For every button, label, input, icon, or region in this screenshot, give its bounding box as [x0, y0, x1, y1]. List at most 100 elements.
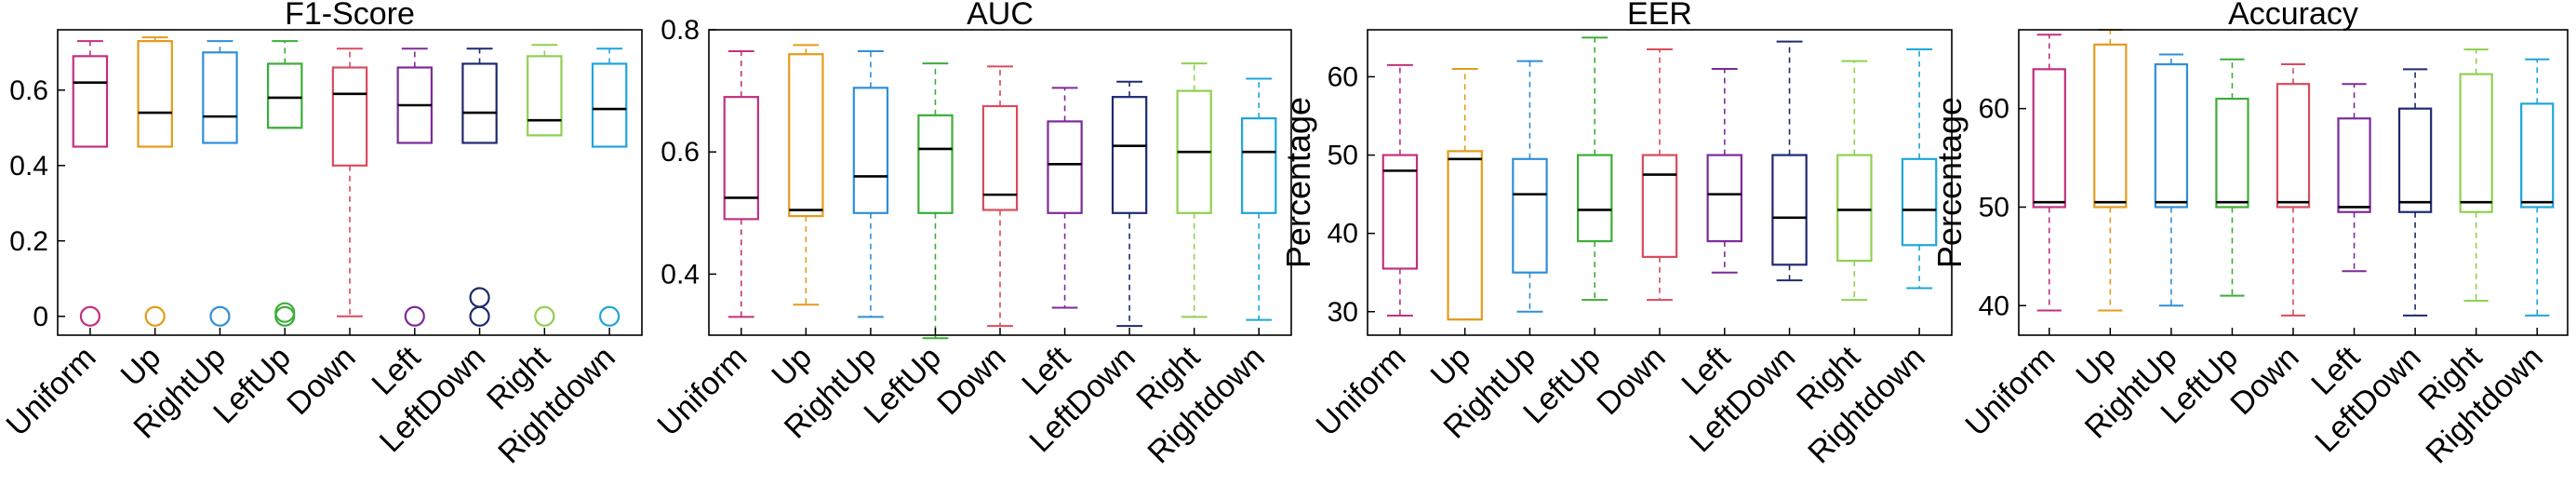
y-tick-label: 0.8 [661, 15, 700, 46]
iqr-box [1512, 157, 1548, 274]
iqr-box [1706, 154, 1743, 243]
y-tick-label: 0.4 [9, 151, 48, 182]
x-tick-label: Down [1590, 340, 1672, 422]
iqr-box [2520, 102, 2555, 209]
iqr-box [2397, 107, 2433, 213]
iqr-box [2032, 68, 2066, 209]
box-up [2093, 29, 2128, 312]
box-right [527, 44, 563, 327]
box-rightdown [1241, 77, 1277, 321]
outlier-point [469, 305, 490, 327]
iqr-box [1047, 120, 1083, 214]
y-tick-label: 50 [1979, 192, 2009, 223]
chart-title: EER [1627, 0, 1692, 32]
y-tick-label: 30 [1328, 297, 1358, 328]
iqr-box [981, 104, 1019, 211]
box-rightdown [1901, 48, 1938, 290]
x-tick-label: Down [930, 340, 1012, 422]
box-rightup [2154, 53, 2189, 307]
outlier-point [209, 305, 231, 327]
iqr-box [917, 114, 954, 214]
iqr-box [852, 87, 889, 214]
box-leftdown [1111, 80, 1148, 328]
box-leftup [1576, 36, 1613, 302]
box-down [2276, 63, 2311, 317]
y-tick-label: 50 [1328, 141, 1358, 171]
box-leftup [917, 62, 954, 340]
iqr-box [2337, 117, 2371, 213]
box-uniform [723, 49, 759, 318]
outlier-point [404, 305, 425, 327]
box-left [1706, 68, 1743, 274]
box-rightup [202, 40, 238, 327]
iqr-box [461, 62, 498, 144]
y-tick-label: 60 [1979, 94, 2009, 125]
outlier-point [534, 305, 555, 327]
iqr-box [1576, 154, 1613, 243]
x-tick-label: Uniform [1310, 340, 1413, 443]
chart-title: AUC [967, 0, 1034, 32]
box-leftdown [461, 47, 498, 327]
iqr-box [723, 96, 759, 221]
axes-frame [708, 29, 1292, 336]
x-tick-label: Down [2223, 340, 2305, 422]
y-tick-label: 40 [1328, 219, 1358, 250]
box-leftdown [1771, 40, 1808, 282]
box-up [1447, 68, 1483, 321]
iqr-box [1111, 96, 1148, 214]
box-down [1641, 48, 1678, 302]
y-tick-label: 40 [1979, 290, 2009, 321]
iqr-box [1641, 154, 1678, 258]
box-leftup [266, 40, 303, 327]
iqr-box [2215, 97, 2249, 209]
box-uniform [72, 40, 109, 327]
x-tick-label: Uniform [650, 340, 754, 443]
box-left [1047, 87, 1083, 309]
y-tick-label: 0.4 [661, 259, 700, 290]
iqr-box [2276, 83, 2311, 209]
x-tick-label: Down [280, 340, 362, 422]
box-rightup [852, 49, 889, 318]
outlier-point [599, 305, 621, 327]
y-tick-label: 60 [1328, 61, 1358, 92]
box-uniform [1381, 63, 1419, 317]
iqr-box [1381, 154, 1419, 270]
box-leftdown [2397, 68, 2433, 317]
outlier-point [79, 305, 100, 327]
box-down [981, 65, 1019, 328]
iqr-box [2459, 73, 2493, 213]
iqr-box [2093, 43, 2128, 209]
box-rightdown [591, 47, 628, 327]
y-axis-label: Percentage [1930, 97, 1969, 268]
y-tick-label: 0.6 [661, 137, 700, 168]
x-tick-label: Up [765, 340, 819, 394]
iqr-box [591, 62, 628, 148]
box-right [1176, 62, 1212, 318]
iqr-box [72, 55, 109, 148]
box-right [2459, 48, 2493, 302]
box-left [2337, 83, 2371, 273]
y-tick-label: 0 [33, 302, 48, 332]
box-rightup [1512, 60, 1548, 313]
x-tick-label: Up [1424, 340, 1478, 394]
iqr-box [266, 62, 303, 129]
iqr-box [202, 51, 238, 144]
iqr-box [1836, 154, 1873, 263]
box-up [137, 36, 173, 327]
iqr-box [137, 40, 173, 148]
box-right [1836, 60, 1873, 302]
x-tick-label: Uniform [0, 340, 103, 443]
iqr-box [331, 66, 368, 167]
iqr-box [1771, 154, 1808, 266]
box-left [396, 47, 434, 327]
iqr-box [788, 53, 824, 218]
x-tick-label: Up [114, 340, 168, 394]
y-tick-label: 0.2 [9, 226, 48, 257]
y-tick-label: 0.6 [9, 75, 48, 106]
outlier-point [469, 287, 490, 308]
box-leftup [2215, 58, 2249, 297]
